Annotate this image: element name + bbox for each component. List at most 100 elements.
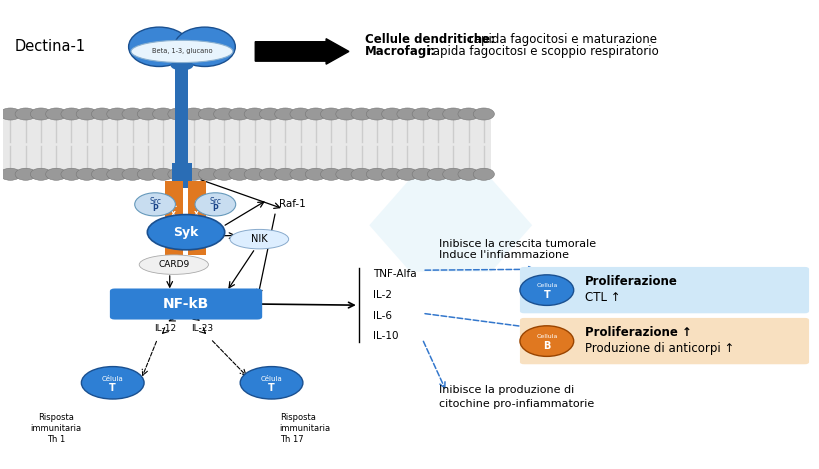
- Text: IL-6: IL-6: [373, 310, 391, 321]
- Circle shape: [457, 168, 478, 180]
- Circle shape: [427, 168, 448, 180]
- Circle shape: [519, 275, 573, 305]
- Circle shape: [183, 108, 204, 120]
- Circle shape: [30, 108, 52, 120]
- Text: L
x
x
y: L x x y: [171, 200, 176, 236]
- Circle shape: [320, 108, 342, 120]
- Ellipse shape: [129, 27, 189, 67]
- Ellipse shape: [240, 367, 302, 399]
- Circle shape: [214, 108, 234, 120]
- Text: Src: Src: [209, 197, 221, 205]
- Text: IL-2: IL-2: [373, 290, 391, 300]
- Circle shape: [305, 108, 326, 120]
- Circle shape: [412, 108, 432, 120]
- Circle shape: [351, 108, 372, 120]
- Circle shape: [396, 168, 418, 180]
- Text: IL-23: IL-23: [191, 324, 213, 333]
- Circle shape: [427, 108, 448, 120]
- Circle shape: [473, 108, 494, 120]
- Circle shape: [137, 168, 158, 180]
- Text: rapida fagocitosi e maturazione: rapida fagocitosi e maturazione: [465, 33, 657, 46]
- Circle shape: [396, 108, 418, 120]
- Text: TNF-Alfa: TNF-Alfa: [373, 269, 417, 279]
- Text: Cellula: Cellula: [536, 283, 557, 288]
- Circle shape: [198, 108, 219, 120]
- Circle shape: [457, 108, 478, 120]
- Circle shape: [198, 168, 219, 180]
- Text: Produzione di anticorpi ↑: Produzione di anticorpi ↑: [585, 341, 734, 355]
- Circle shape: [229, 168, 250, 180]
- Circle shape: [473, 168, 494, 180]
- Circle shape: [122, 108, 143, 120]
- FancyBboxPatch shape: [519, 267, 808, 313]
- Bar: [165, 181, 183, 255]
- Text: Cellula: Cellula: [536, 334, 557, 340]
- Circle shape: [412, 168, 432, 180]
- FancyArrow shape: [255, 39, 349, 64]
- Text: Proliferazione ↑: Proliferazione ↑: [585, 326, 691, 339]
- Circle shape: [152, 168, 174, 180]
- Ellipse shape: [174, 27, 235, 67]
- Ellipse shape: [229, 229, 288, 249]
- Text: P: P: [212, 204, 218, 213]
- Circle shape: [335, 168, 356, 180]
- Circle shape: [0, 168, 21, 180]
- Text: Induce l'infiammazione: Induce l'infiammazione: [438, 250, 568, 260]
- Circle shape: [335, 108, 356, 120]
- Circle shape: [381, 168, 402, 180]
- Circle shape: [351, 168, 372, 180]
- Circle shape: [76, 168, 97, 180]
- Circle shape: [30, 168, 52, 180]
- Ellipse shape: [147, 215, 224, 250]
- Text: Beta, 1-3, glucano: Beta, 1-3, glucano: [152, 48, 212, 54]
- Circle shape: [229, 108, 250, 120]
- Bar: [175, 56, 188, 188]
- Text: CARD9: CARD9: [158, 260, 189, 269]
- Circle shape: [259, 108, 280, 120]
- Circle shape: [61, 108, 82, 120]
- Text: Src: Src: [149, 197, 161, 205]
- Circle shape: [15, 168, 36, 180]
- Circle shape: [244, 108, 265, 120]
- Ellipse shape: [170, 60, 193, 70]
- Circle shape: [168, 108, 188, 120]
- Circle shape: [106, 168, 128, 180]
- Text: B: B: [542, 341, 550, 351]
- Text: NIK: NIK: [251, 234, 267, 244]
- Text: IL-12: IL-12: [155, 324, 177, 333]
- Ellipse shape: [81, 367, 144, 399]
- Circle shape: [274, 108, 296, 120]
- Text: Cellule dendritiche:: Cellule dendritiche:: [364, 33, 495, 46]
- Circle shape: [290, 108, 310, 120]
- Ellipse shape: [131, 40, 233, 62]
- Circle shape: [195, 193, 235, 216]
- Bar: [2, 114, 491, 174]
- Circle shape: [61, 168, 82, 180]
- Text: Syk: Syk: [173, 226, 198, 239]
- Text: T: T: [109, 383, 116, 393]
- Circle shape: [106, 108, 128, 120]
- FancyBboxPatch shape: [519, 318, 808, 364]
- Circle shape: [244, 168, 265, 180]
- Text: Proliferazione: Proliferazione: [585, 275, 677, 288]
- Circle shape: [259, 168, 280, 180]
- Ellipse shape: [139, 255, 208, 274]
- Text: Raf-1: Raf-1: [278, 199, 305, 209]
- Circle shape: [214, 168, 234, 180]
- Circle shape: [76, 108, 97, 120]
- Circle shape: [0, 108, 21, 120]
- Text: Inibisce la crescita tumorale: Inibisce la crescita tumorale: [438, 239, 595, 249]
- Circle shape: [366, 108, 387, 120]
- Circle shape: [519, 326, 573, 356]
- Bar: [171, 163, 192, 183]
- Text: rapida fagocitosi e scoppio respiratorio: rapida fagocitosi e scoppio respiratorio: [423, 45, 658, 58]
- Polygon shape: [369, 179, 532, 272]
- Circle shape: [137, 108, 158, 120]
- Text: Inibisce la produzione di
citochine pro-infiammatorie: Inibisce la produzione di citochine pro-…: [438, 385, 593, 408]
- Text: Risposta
immunitaria
Th 1: Risposta immunitaria Th 1: [30, 413, 81, 444]
- Text: IL-10: IL-10: [373, 332, 398, 341]
- Circle shape: [366, 168, 387, 180]
- Text: Célula: Célula: [260, 376, 282, 382]
- Circle shape: [381, 108, 402, 120]
- Text: Macrofagi:: Macrofagi:: [364, 45, 436, 58]
